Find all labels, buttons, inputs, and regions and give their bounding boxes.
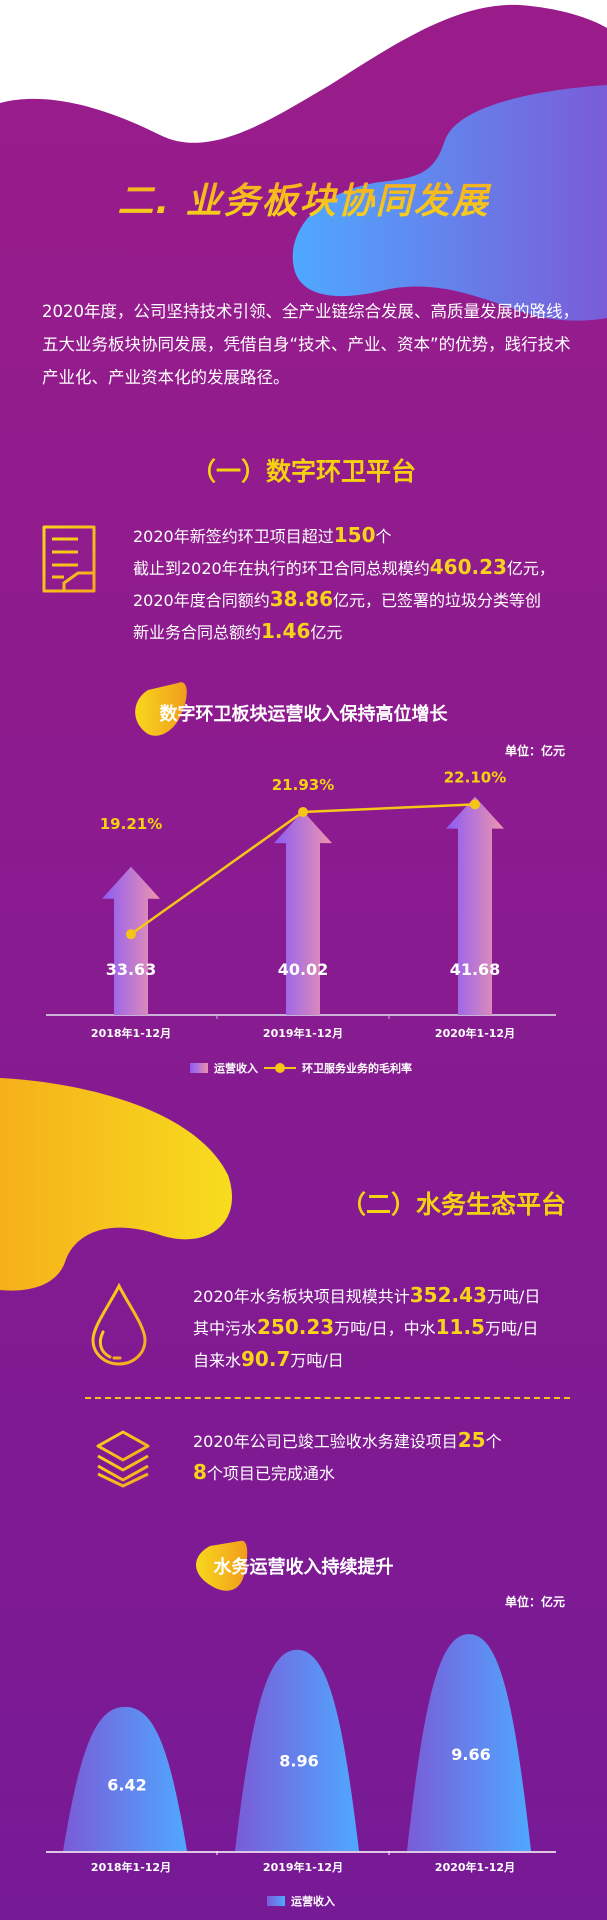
stat-text: 万吨/日 [486, 1287, 541, 1306]
stat-line: 2020年新签约环卫项目超过150个 [133, 519, 555, 551]
margin-rate-point [470, 799, 480, 810]
stat-line: 2020年水务板块项目规模共计352.43万吨/日 [193, 1279, 540, 1311]
stat-text: 2020年度合同额约 [133, 591, 270, 610]
legend-line-marker-icon [264, 1063, 296, 1073]
revenue-bar [235, 1649, 359, 1851]
stat-value: 90.7 [241, 1347, 291, 1371]
revenue-arrow-bar [446, 796, 504, 1015]
stat-text: 2020年水务板块项目规模共计 [193, 1287, 410, 1306]
chart2-category: 2019年1-12月 [262, 1861, 344, 1874]
intro-paragraph: 2020年度，公司坚持技术引领、全产业链综合发展、高质量发展的路线， 五大业务板… [42, 295, 579, 394]
stat-value: 150 [333, 523, 376, 547]
stat-text: 亿元，已签署的垃圾分类等创 [333, 591, 542, 610]
bar-value-label: 41.68 [450, 960, 501, 979]
intro-line: 五大业务板块协同发展，凭借自身“技术、产业、资本”的优势，践行技术 [42, 335, 571, 354]
sanitation-stats: 2020年新签约环卫项目超过150个 截止到2020年在执行的环卫合同总规模约4… [133, 519, 555, 647]
stat-text: 个 [485, 1432, 502, 1451]
bar-value-label: 40.02 [278, 960, 329, 979]
stat-line: 2020年公司已竣工验收水务建设项目25个 [193, 1424, 502, 1456]
stat-text: 2020年公司已竣工验收水务建设项目 [193, 1432, 458, 1451]
stat-text: 亿元 [310, 623, 343, 642]
legend-swatch-revenue [267, 1896, 285, 1906]
stat-value: 352.43 [409, 1283, 487, 1307]
chart2-category: 2018年1-12月 [90, 1861, 172, 1874]
stat-line: 2020年度合同额约38.86亿元，已签署的垃圾分类等创 [133, 583, 555, 615]
blue-blob [292, 85, 607, 321]
intro-line: 产业化、产业资本化的发展路径。 [42, 368, 290, 387]
chart1-plot: 33.63 40.02 41.68 19.21% 21.93% 22.10% [46, 768, 556, 1019]
section-title-water: （二）水务生态平台 [340, 1190, 566, 1219]
margin-rate-label: 19.21% [100, 815, 162, 833]
margin-rate-point [298, 806, 308, 817]
stat-value: 38.86 [269, 587, 333, 611]
chart1-unit: 单位：亿元 [504, 744, 565, 758]
chart1-category: 2018年1-12月 [90, 1027, 172, 1040]
water-drop-icon [91, 1282, 147, 1366]
bar-value-label: 9.66 [451, 1745, 490, 1764]
stat-text: 截止到2020年在执行的环卫合同总规模约 [133, 559, 430, 578]
revenue-arrow-bar [102, 866, 160, 1015]
chart2-unit: 单位：亿元 [504, 1595, 565, 1609]
chart2-category: 2020年1-12月 [434, 1861, 516, 1874]
stat-line: 8个项目已完成通水 [193, 1456, 502, 1488]
stat-value: 11.5 [435, 1315, 485, 1339]
revenue-arrow-bar [274, 811, 332, 1015]
bar-value-label: 33.63 [106, 960, 157, 979]
section-title-sanitation: （一）数字环卫平台 [190, 457, 416, 486]
stat-value: 25 [457, 1428, 486, 1452]
bar-value-label: 6.42 [107, 1775, 146, 1794]
stat-text: 万吨/日 [484, 1319, 539, 1338]
document-icon [42, 525, 96, 593]
revenue-bar [407, 1634, 531, 1851]
chart1-legend: 运营收入 环卫服务业务的毛利率 [190, 1060, 412, 1076]
stat-text: 新业务合同总额约 [133, 623, 262, 642]
chart1-title: 数字环卫板块运营收入保持高位增长 [159, 704, 448, 725]
chart1-category: 2020年1-12月 [434, 1027, 516, 1040]
bar-value-label: 8.96 [279, 1751, 318, 1770]
water-stats: 2020年水务板块项目规模共计352.43万吨/日 其中污水250.23万吨/日… [193, 1279, 540, 1375]
page-title: 二. 业务板块协同发展 [0, 172, 607, 224]
stat-value: 1.46 [261, 619, 311, 643]
margin-rate-label: 22.10% [444, 768, 506, 786]
chart2-title: 水务运营收入持续提升 [213, 1557, 394, 1578]
stat-line: 截止到2020年在执行的环卫合同总规模约460.23亿元， [133, 551, 555, 583]
stat-text: 万吨/日 [290, 1351, 344, 1370]
stat-text: 个项目已完成通水 [206, 1464, 335, 1483]
stat-text: 亿元， [506, 559, 555, 578]
legend-swatch-revenue [190, 1063, 208, 1073]
chart2-plot: 6.42 8.96 9.66 [46, 1634, 556, 1855]
water-projects-stats: 2020年公司已竣工验收水务建设项目25个 8个项目已完成通水 [193, 1424, 502, 1488]
revenue-bar [63, 1706, 187, 1851]
stat-text: 自来水 [193, 1351, 242, 1370]
legend-label: 运营收入 [291, 1895, 335, 1908]
stat-text: 万吨/日，中水 [334, 1319, 436, 1338]
stat-line: 新业务合同总额约1.46亿元 [133, 615, 555, 647]
intro-line: 2020年度，公司坚持技术引领、全产业链综合发展、高质量发展的路线， [42, 302, 579, 321]
stat-line: 自来水90.7万吨/日 [193, 1343, 540, 1375]
stat-text: 其中污水 [193, 1319, 258, 1338]
stat-value: 250.23 [257, 1315, 335, 1339]
margin-rate-label: 21.93% [272, 776, 334, 794]
legend-label: 运营收入 [214, 1062, 258, 1075]
stat-line: 其中污水250.23万吨/日，中水11.5万吨/日 [193, 1311, 540, 1343]
chart1-category: 2019年1-12月 [262, 1027, 344, 1040]
margin-rate-point [126, 929, 136, 940]
stat-text: 个 [375, 527, 392, 546]
stat-value: 8 [193, 1460, 207, 1484]
title-blob-2 [196, 1540, 248, 1591]
layers-icon [96, 1430, 150, 1488]
legend-label: 环卫服务业务的毛利率 [302, 1062, 412, 1075]
stat-text: 2020年新签约环卫项目超过 [133, 527, 334, 546]
title-blob-1 [135, 682, 187, 736]
dashed-divider [85, 1397, 570, 1399]
yellow-blob [0, 1078, 232, 1291]
stat-value: 460.23 [429, 555, 507, 579]
chart2-legend: 运营收入 [267, 1893, 335, 1909]
